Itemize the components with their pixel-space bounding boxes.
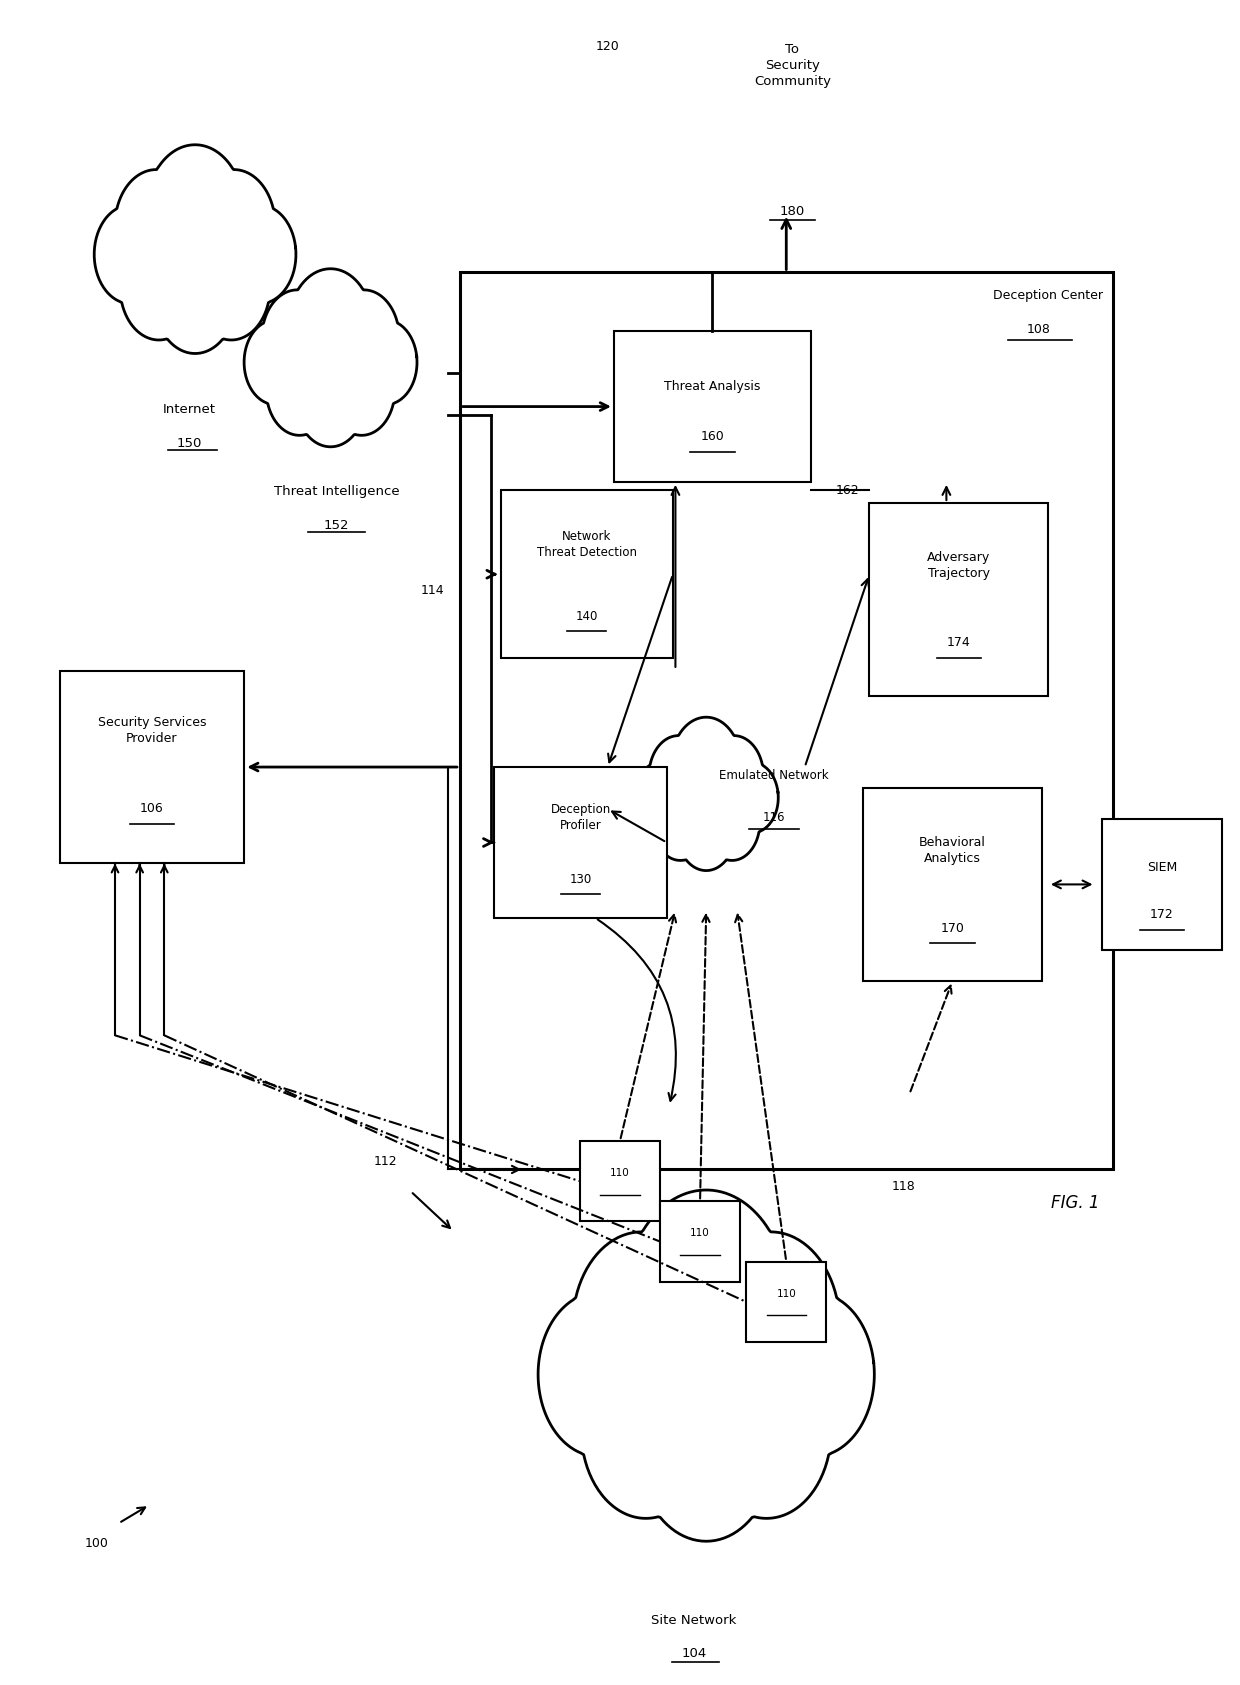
Text: 100: 100 <box>84 1537 108 1550</box>
Text: 172: 172 <box>1149 908 1174 922</box>
Bar <box>495 767 667 918</box>
Text: 140: 140 <box>575 610 598 623</box>
Bar <box>1101 819 1223 950</box>
Polygon shape <box>244 268 417 447</box>
Text: 112: 112 <box>374 1154 398 1168</box>
Text: 170: 170 <box>941 922 965 935</box>
Bar <box>501 490 673 659</box>
Text: 130: 130 <box>569 873 591 886</box>
Bar <box>60 671 244 863</box>
Bar <box>746 1262 826 1343</box>
Text: 174: 174 <box>947 637 971 649</box>
Text: 110: 110 <box>776 1289 796 1299</box>
Text: Threat Intelligence: Threat Intelligence <box>274 485 399 499</box>
Text: SIEM: SIEM <box>1147 861 1177 875</box>
Polygon shape <box>94 145 296 354</box>
Text: Internet: Internet <box>162 403 216 416</box>
Text: 108: 108 <box>1027 324 1050 335</box>
Text: 180: 180 <box>780 206 805 219</box>
Bar <box>460 273 1112 1169</box>
Text: To
Security
Community: To Security Community <box>754 44 831 88</box>
Text: 106: 106 <box>140 802 164 816</box>
Text: Adversary
Trajectory: Adversary Trajectory <box>928 551 991 580</box>
Bar <box>660 1201 740 1282</box>
Bar <box>580 1141 660 1222</box>
Text: Threat Analysis: Threat Analysis <box>665 379 760 393</box>
Text: 110: 110 <box>610 1168 630 1178</box>
Text: Network
Threat Detection: Network Threat Detection <box>537 529 637 558</box>
Text: Emulated Network: Emulated Network <box>719 768 828 782</box>
Text: 152: 152 <box>324 519 350 532</box>
Bar <box>863 789 1042 981</box>
Text: 150: 150 <box>176 436 202 450</box>
Text: Behavioral
Analytics: Behavioral Analytics <box>919 836 986 866</box>
Bar <box>869 504 1048 696</box>
Text: Site Network: Site Network <box>651 1614 737 1626</box>
Text: FIG. 1: FIG. 1 <box>1052 1195 1100 1212</box>
Text: 116: 116 <box>763 810 785 824</box>
Polygon shape <box>538 1190 874 1542</box>
Text: 104: 104 <box>681 1648 707 1660</box>
Text: 118: 118 <box>892 1180 915 1193</box>
Text: 160: 160 <box>701 430 724 443</box>
Bar <box>614 332 811 482</box>
Text: Security Services
Provider: Security Services Provider <box>98 716 206 745</box>
Text: 162: 162 <box>836 484 859 497</box>
Text: Deception
Profiler: Deception Profiler <box>551 802 611 832</box>
Text: 114: 114 <box>420 585 445 598</box>
Text: 110: 110 <box>691 1228 711 1238</box>
Text: 120: 120 <box>595 39 620 52</box>
Text: Deception Center: Deception Center <box>993 290 1102 302</box>
Polygon shape <box>634 718 779 871</box>
